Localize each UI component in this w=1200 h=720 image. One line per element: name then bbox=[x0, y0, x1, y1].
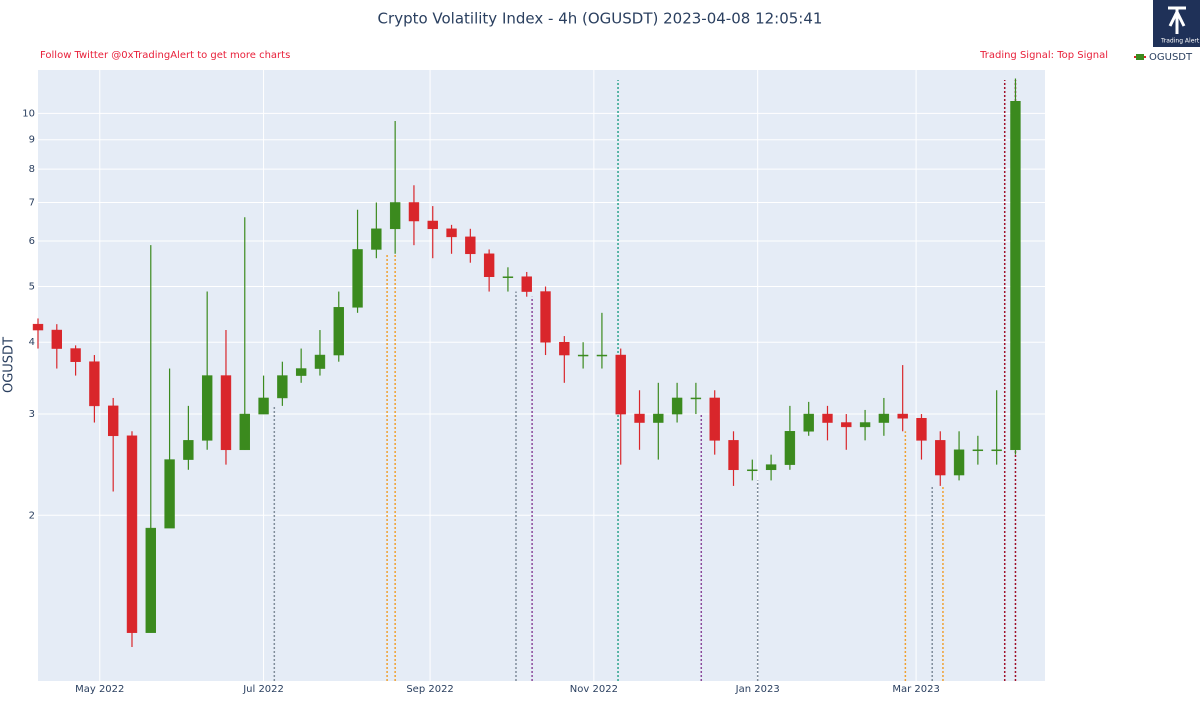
annotation: Trading Signal: Top Signal bbox=[979, 50, 1108, 61]
candle-body bbox=[333, 307, 344, 356]
candle-body bbox=[502, 276, 514, 278]
legend: OGUSDT bbox=[1134, 52, 1193, 63]
x-tick-label: Mar 2023 bbox=[892, 684, 940, 695]
candle-body bbox=[803, 413, 814, 432]
candle-body bbox=[32, 323, 44, 331]
candle-body bbox=[765, 464, 777, 471]
x-tick-label: Nov 2022 bbox=[570, 684, 618, 695]
candle-body bbox=[859, 422, 871, 428]
marks bbox=[32, 78, 1021, 681]
logo: Trading Alert bbox=[1153, 0, 1200, 47]
candle-body bbox=[634, 413, 645, 423]
candle-body bbox=[615, 354, 626, 415]
candle-body bbox=[371, 228, 382, 250]
candle-body bbox=[935, 440, 946, 476]
candle-body bbox=[295, 368, 307, 376]
x-tick-label: Sep 2022 bbox=[406, 684, 453, 695]
logo-text: Trading Alert bbox=[1160, 38, 1200, 45]
candle-body bbox=[145, 527, 156, 633]
candle-body bbox=[220, 375, 232, 451]
candle-body bbox=[540, 291, 551, 343]
y-tick-label: 2 bbox=[29, 510, 35, 521]
candle-body bbox=[709, 397, 720, 441]
candle-body bbox=[258, 397, 269, 415]
candle-body bbox=[126, 435, 138, 633]
y-tick-label: 5 bbox=[29, 282, 35, 293]
candle-body bbox=[183, 440, 194, 460]
y-tick-label: 4 bbox=[29, 337, 35, 348]
candle-body bbox=[483, 253, 495, 277]
y-tick-label: 8 bbox=[29, 164, 35, 175]
x-tick-label: Jan 2023 bbox=[735, 684, 780, 695]
x-tick-label: May 2022 bbox=[75, 684, 124, 695]
candle-body bbox=[784, 431, 796, 465]
x-tick-label: Jul 2022 bbox=[242, 684, 284, 695]
candle-body bbox=[822, 413, 833, 423]
candle-body bbox=[577, 354, 589, 357]
candle-body bbox=[747, 469, 758, 472]
chart-title: Crypto Volatility Index - 4h (OGUSDT) 20… bbox=[378, 10, 823, 28]
candle-body bbox=[164, 459, 175, 529]
candle-body bbox=[408, 202, 420, 222]
logo-icon bbox=[1168, 6, 1186, 34]
candle-body bbox=[916, 418, 927, 441]
candle-body bbox=[277, 375, 288, 399]
candle-body bbox=[653, 413, 664, 423]
candle-body bbox=[70, 348, 81, 362]
y-tick-label: 3 bbox=[29, 409, 35, 420]
y-axis-label: OGUSDT bbox=[2, 337, 17, 393]
y-tick-label: 7 bbox=[29, 197, 35, 208]
candle-body bbox=[878, 413, 890, 423]
candle-body bbox=[671, 397, 683, 415]
candle-body bbox=[690, 397, 702, 400]
candle-body bbox=[427, 220, 438, 230]
candle-body bbox=[465, 236, 476, 255]
candle-body bbox=[389, 202, 401, 230]
candle-body bbox=[596, 354, 608, 357]
candle-body bbox=[314, 354, 326, 369]
candle-body bbox=[953, 449, 965, 476]
candle-body bbox=[1010, 101, 1021, 451]
legend-swatch bbox=[1136, 54, 1144, 60]
candle-body bbox=[446, 228, 457, 238]
candle-body bbox=[559, 341, 570, 356]
candle-body bbox=[352, 249, 363, 308]
candle-body bbox=[51, 329, 62, 349]
candle-body bbox=[897, 413, 908, 419]
candle-body bbox=[972, 449, 984, 452]
candle-body bbox=[841, 422, 852, 428]
annotation: Follow Twitter @0xTradingAlert to get mo… bbox=[40, 50, 290, 61]
candle-body bbox=[521, 276, 532, 292]
plot-area bbox=[38, 70, 1045, 681]
legend-label: OGUSDT bbox=[1149, 52, 1193, 63]
candle-body bbox=[107, 405, 119, 437]
y-tick-label: 9 bbox=[29, 135, 35, 146]
y-tick-label: 6 bbox=[29, 236, 35, 247]
candle-body bbox=[201, 375, 213, 441]
candle-body bbox=[89, 361, 100, 407]
candle-body bbox=[239, 413, 250, 451]
candle-body bbox=[728, 440, 739, 471]
candle-body bbox=[991, 449, 1002, 452]
y-tick-label: 10 bbox=[22, 108, 35, 119]
